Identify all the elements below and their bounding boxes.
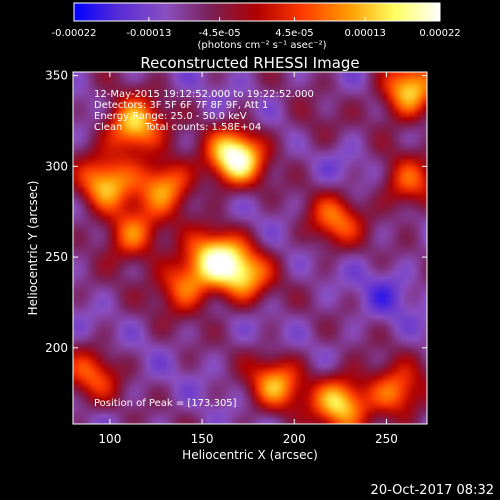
plot-area: 100 150 200 250 200 250 300 350 [45,69,428,446]
y-axis-ticks: 200 250 300 350 [45,69,427,355]
y-tick-label: 200 [45,341,68,355]
annotation-counts: Total counts: 1.58E+04 [144,122,261,133]
colorbar-gradient [73,2,441,22]
y-tick-label: 300 [45,159,68,173]
annotation-energy: Energy Range: 25.0 - 50.0 keV [94,111,247,122]
x-tick-label: 150 [191,432,214,446]
colorbar-units-label: (photons cm⁻² s⁻¹ asec⁻²) [197,40,326,51]
x-axis-label: Heliocentric X (arcsec) [182,448,318,462]
y-axis-label: Heliocentric Y (arcsec) [26,181,40,316]
x-axis-ticks: 100 150 200 250 [98,72,398,446]
colorbar-tick-label: -0.00013 [126,28,171,39]
colorbar-tick-label: 0.00022 [419,28,460,39]
plot-frame [72,71,428,425]
x-tick-label: 250 [375,432,398,446]
x-tick-label: 200 [283,432,306,446]
annotation-method: Clean [94,122,122,133]
x-tick-label: 100 [98,432,121,446]
annotation-peak: Position of Peak = [173,305] [94,398,237,409]
y-tick-label: 250 [45,250,68,264]
colorbar-tick-labels: -0.00022 -0.00013 -4.5e-05 4.5e-05 0.00013 0.… [52,28,461,39]
annotation-time-range: 12-May-2015 19:12:52.000 to 19:22:52.000 [94,89,314,100]
colorbar-tick-label: 4.5e-05 [275,28,313,39]
colorbar: -0.00022 -0.00013 -4.5e-05 4.5e-05 0.00013 0.… [52,2,461,51]
chart-title: Reconstructed RHESSI Image [140,54,359,72]
colorbar-tick-label: 0.00013 [344,28,385,39]
footer-date: 20-Oct-2017 08:32 [371,483,494,498]
heatmap-image [73,72,427,424]
y-tick-label: 350 [45,69,68,83]
colorbar-tick-label: -0.00022 [52,28,97,39]
colorbar-ticks [73,17,441,21]
annotation-block: 12-May-2015 19:12:52.000 to 19:22:52.000… [94,89,314,409]
colorbar-tick-label: -4.5e-05 [199,28,241,39]
annotation-detectors: Detectors: 3F 5F 6F 7F 8F 9F, Att 1 [94,100,268,111]
